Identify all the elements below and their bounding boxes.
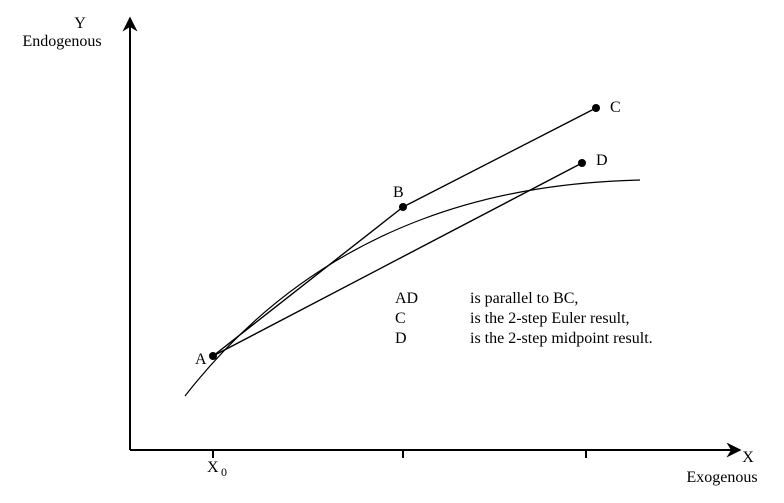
legend-val-2: is the 2-step midpoint result. (470, 330, 653, 347)
point-label-D: D (596, 152, 608, 169)
point-label-B: B (393, 184, 404, 201)
solution-curve (185, 180, 640, 396)
legend-val-0: is parallel to BC, (470, 290, 578, 307)
x-axis-label-2: Exogenous (686, 469, 757, 486)
point-A (209, 352, 217, 360)
legend-key-2: D (395, 330, 407, 347)
point-B (399, 203, 407, 211)
legend-key-0: AD (395, 290, 418, 307)
point-label-C: C (610, 99, 621, 116)
y-axis-label-2: Endogenous (22, 33, 101, 50)
x0-label-sub: 0 (221, 465, 227, 479)
legend: AD is parallel to BC, Cis the 2-step Euler… (395, 290, 653, 347)
euler-midpoint-diagram: Y Endogenous X Exogenous X 0 ABCD ADis p… (0, 0, 784, 503)
x0-label-main: X (207, 459, 219, 476)
point-label-A: A (195, 351, 207, 368)
y-axis-label-1: Y (74, 15, 86, 32)
x-axis-label-1: X (742, 449, 754, 466)
legend-key-1: C (395, 310, 406, 327)
point-D (578, 159, 586, 167)
points: ABCD (195, 99, 621, 368)
x-ticks (213, 450, 586, 458)
point-C (592, 104, 600, 112)
segment-AB (213, 207, 403, 356)
legend-val-1: is the 2-step Euler result, (470, 310, 630, 327)
x0-label: X 0 (207, 459, 227, 479)
segment-BC (403, 108, 596, 207)
